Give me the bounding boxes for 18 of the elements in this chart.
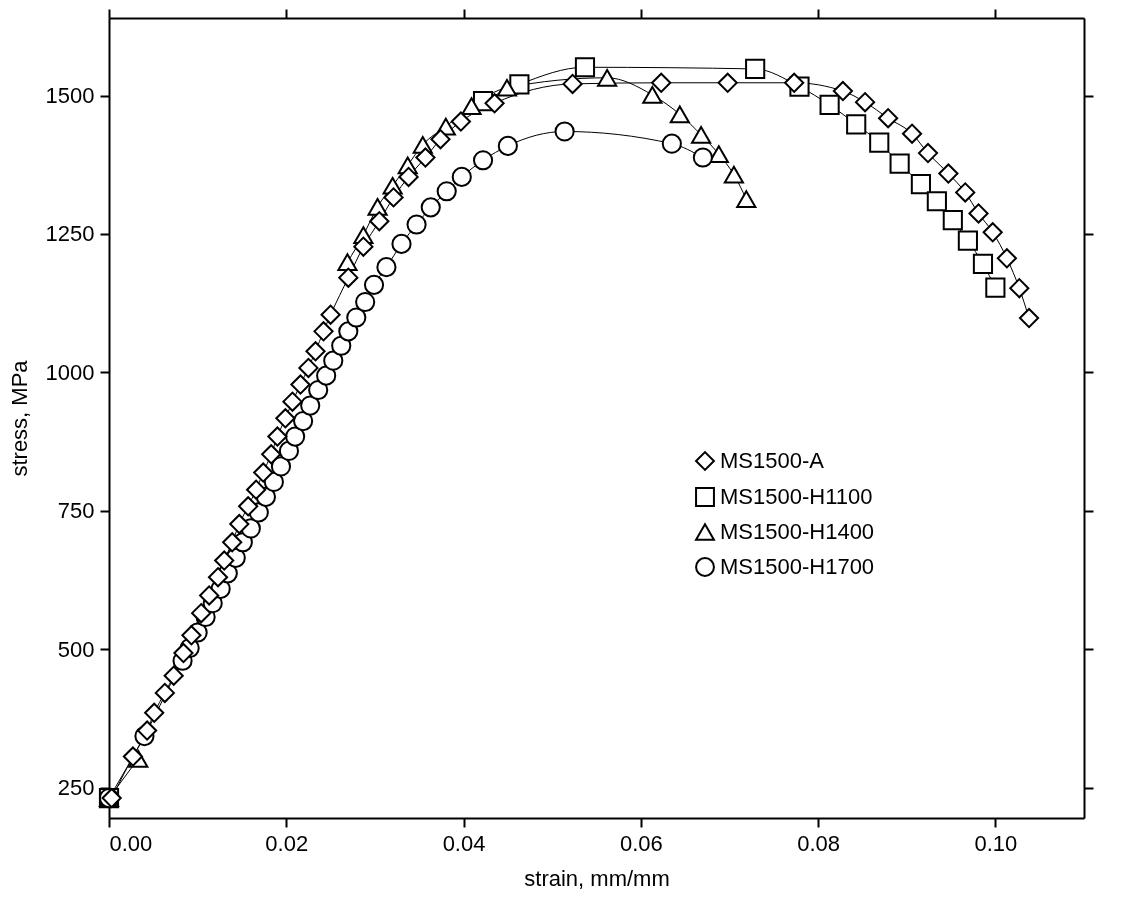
legend-label: MS1500-A — [720, 448, 825, 473]
y-tick-label: 500 — [57, 636, 95, 662]
x-tick-label: 0.00 — [109, 830, 153, 856]
y-tick-label: 1500 — [45, 83, 95, 109]
legend-label: MS1500-H1400 — [720, 519, 875, 544]
x-tick-label: 0.08 — [797, 830, 840, 856]
x-tick-label: 0.02 — [265, 830, 309, 856]
y-axis-title: stress, MPa — [6, 359, 32, 477]
y-tick-label: 250 — [57, 775, 95, 801]
x-tick-label: 0.06 — [619, 830, 663, 856]
x-tick-label: 0.10 — [974, 830, 1018, 856]
y-tick-label: 1000 — [45, 359, 95, 385]
y-tick-label: 750 — [57, 498, 95, 524]
x-axis-title: strain, mm/mm — [524, 865, 670, 891]
legend-label: MS1500-H1100 — [720, 484, 873, 509]
x-tick-label: 0.04 — [442, 830, 486, 856]
legend-label: MS1500-H1700 — [720, 554, 875, 579]
y-tick-label: 1250 — [45, 221, 95, 247]
